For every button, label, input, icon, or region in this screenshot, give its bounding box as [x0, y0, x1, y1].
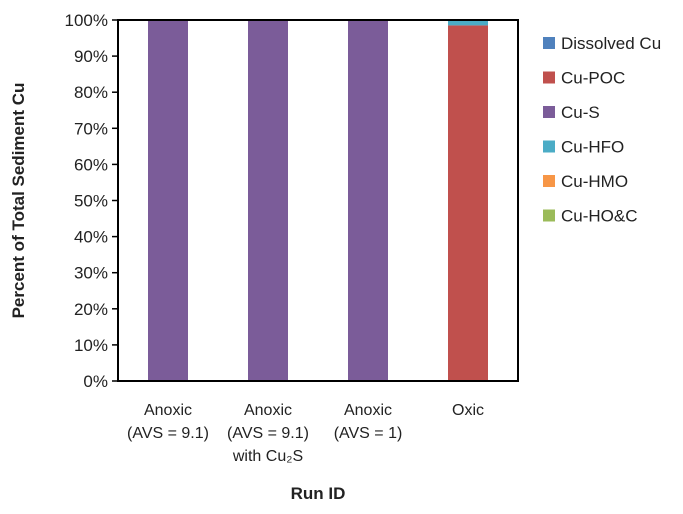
legend-label: Cu-HFO [561, 138, 624, 157]
y-axis: 0% 10% 20% 30% 40% 50% 60% 70% 80% 90% 100% [65, 11, 118, 391]
y-tick-label: 100% [65, 11, 108, 30]
y-tick-label: 10% [74, 336, 108, 355]
legend-label: Cu-POC [561, 69, 625, 88]
legend-swatch [543, 106, 555, 118]
bar-cu-s-2 [348, 20, 388, 381]
x-category-label: Anoxic [144, 402, 192, 419]
legend-swatch [543, 140, 555, 153]
y-tick-label: 20% [74, 300, 108, 319]
bar-cu-poc-3 [448, 25, 488, 381]
legend-label: Cu-HO&C [561, 207, 638, 226]
y-tick-label: 0% [83, 372, 108, 391]
y-tick-label: 50% [74, 192, 108, 211]
bars-group [148, 20, 488, 381]
bar-cu-s-1 [248, 20, 288, 381]
x-category-label: Anoxic [244, 402, 292, 419]
legend-label: Cu-HMO [561, 172, 628, 191]
legend-swatch [543, 37, 555, 49]
x-category-label: Oxic [452, 402, 484, 419]
y-axis-title: Percent of Total Sediment Cu [9, 83, 28, 319]
x-axis: Anoxic (AVS = 9.1) Anoxic (AVS = 9.1) with C… [127, 402, 484, 465]
legend-label: Cu-S [561, 103, 600, 122]
x-category-label: (AVS = 9.1) [127, 425, 209, 442]
x-category-label: (AVS = 9.1) [227, 425, 309, 442]
bar-cu-s-0 [148, 20, 188, 381]
y-tick-label: 60% [74, 155, 108, 174]
x-category-label: Anoxic [344, 402, 392, 419]
y-tick-label: 80% [74, 83, 108, 102]
y-tick-label: 30% [74, 264, 108, 283]
legend-swatch [543, 175, 555, 187]
legend-swatch [543, 71, 555, 84]
y-tick-label: 40% [74, 228, 108, 247]
y-tick-label: 70% [74, 119, 108, 138]
x-category-label: with Cu₂S [232, 448, 303, 465]
legend-label: Dissolved Cu [561, 34, 661, 53]
x-axis-title: Run ID [291, 484, 346, 503]
legend-swatch [543, 209, 555, 222]
legend: Dissolved Cu Cu-POC Cu-S Cu-HFO Cu-HMO Cu-HO&… [543, 34, 661, 226]
bar-cu-hfo-3 [448, 20, 488, 26]
x-category-label: (AVS = 1) [334, 425, 403, 442]
y-tick-label: 90% [74, 47, 108, 66]
